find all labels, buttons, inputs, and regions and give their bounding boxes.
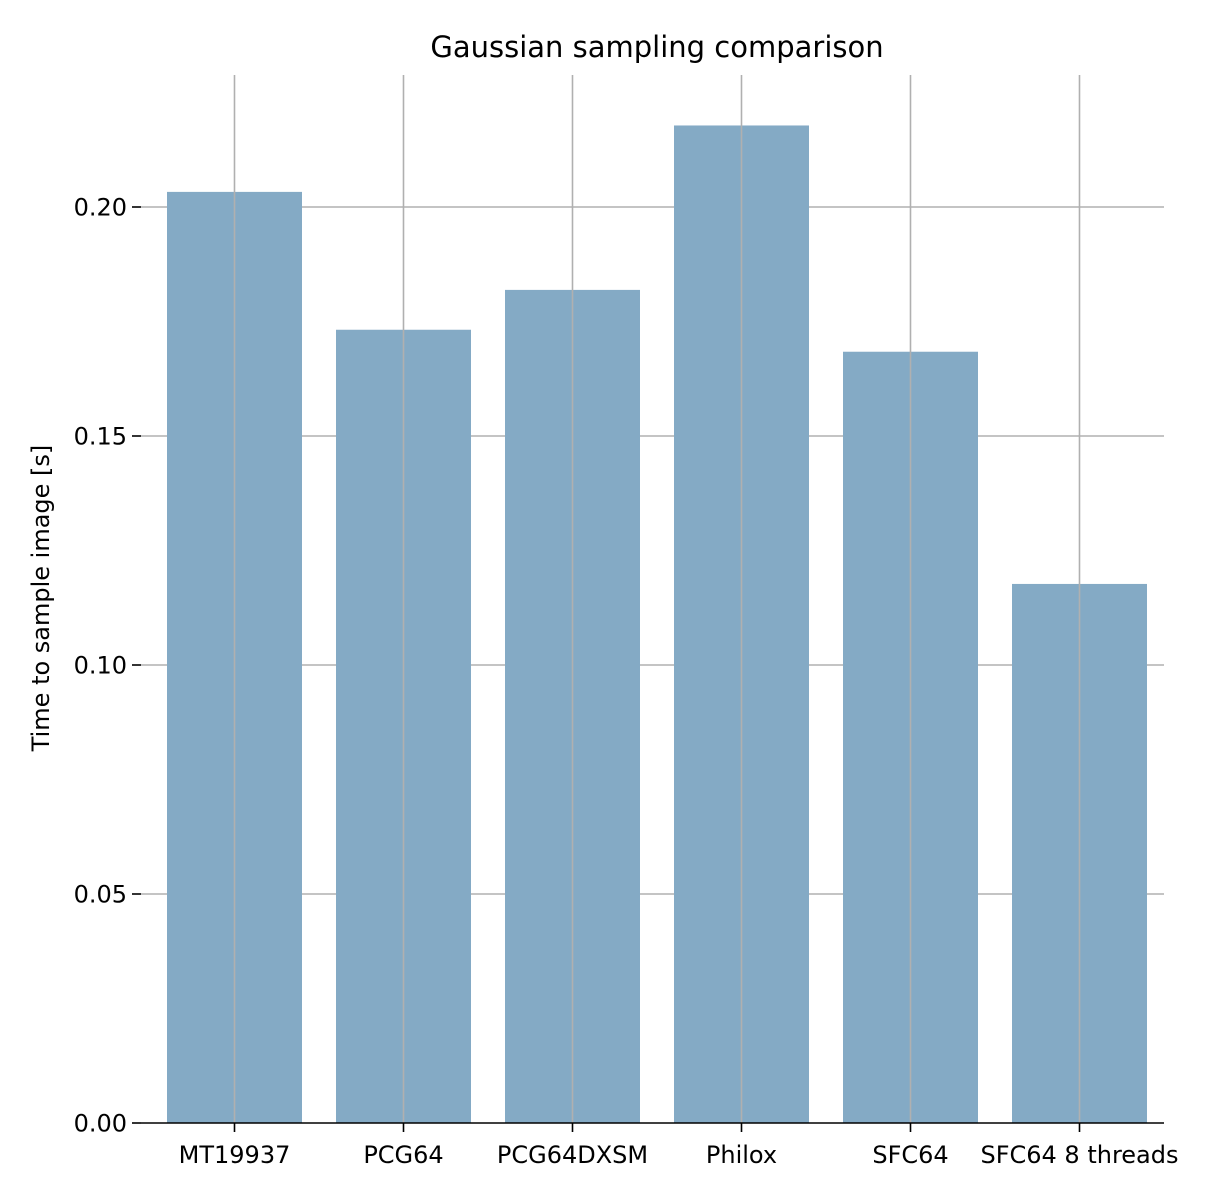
x-tick-label: SFC64 xyxy=(872,1141,948,1169)
y-tick-label: 0.05 xyxy=(74,881,127,909)
y-tick-label: 0.00 xyxy=(74,1110,127,1138)
bar-layer xyxy=(167,125,1147,1124)
x-tick-label: SFC64 8 threads xyxy=(980,1141,1178,1169)
x-tick-label: MT19937 xyxy=(179,1141,291,1169)
axis-layer: 0.00 0.05 0.10 0.15 0.20 MT19937 PCG64 PCG64DXS… xyxy=(74,194,1179,1170)
grid-layer xyxy=(141,206,1164,895)
x-tick-label: PCG64 xyxy=(363,1141,443,1169)
y-axis-label: Time to sample image [s] xyxy=(27,445,55,753)
y-tick-label: 0.10 xyxy=(74,652,127,680)
vertical-grid-layer xyxy=(233,75,1081,1123)
chart-title: Gaussian sampling comparison xyxy=(430,30,883,64)
y-tick-label: 0.15 xyxy=(74,423,127,451)
y-tick-label: 0.20 xyxy=(74,194,127,222)
x-tick-label: PCG64DXSM xyxy=(497,1141,648,1169)
x-tick-label: Philox xyxy=(706,1141,777,1169)
